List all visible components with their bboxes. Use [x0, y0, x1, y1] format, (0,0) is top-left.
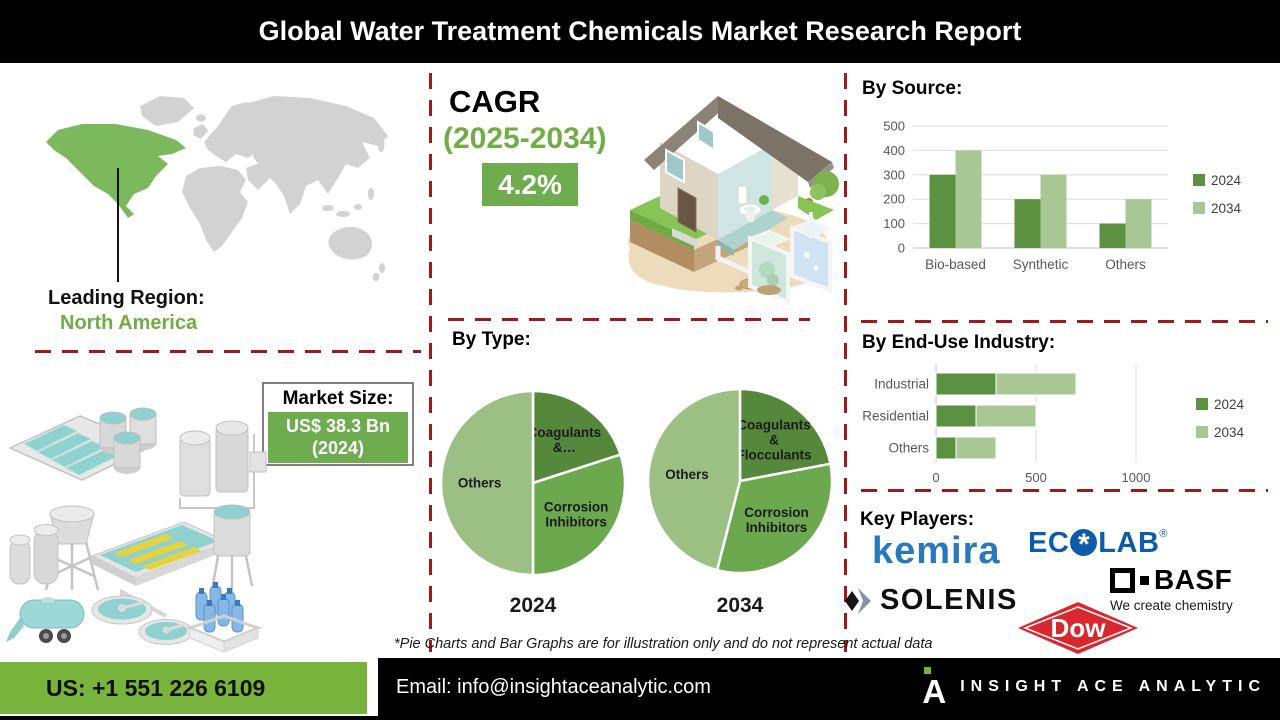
svg-text:Residential: Residential [863, 409, 929, 424]
north-america-region [46, 124, 186, 218]
footnote: *Pie Charts and Bar Graphs are for illus… [394, 636, 933, 652]
divider-left-horizontal [35, 350, 421, 353]
svg-text:Industrial: Industrial [874, 377, 929, 392]
market-size-value-box: US$ 38.3 Bn (2024) [268, 412, 408, 463]
divider-vertical-left [429, 73, 432, 652]
dow-wordmark: Dow [1051, 613, 1107, 643]
pie-year-2034: 2034 [716, 594, 764, 617]
world-map [46, 96, 388, 282]
basf-logo: BASF We create chemistry [1110, 566, 1233, 613]
basf-wordmark: BASF [1154, 564, 1233, 595]
basf-square-solid-icon [1140, 575, 1149, 585]
report-title: Global Water Treatment Chemicals Market … [258, 16, 1022, 46]
footer-bar: Email: info@insightaceanalytic.com A INS… [378, 658, 1280, 720]
svg-text:2024: 2024 [1214, 397, 1245, 412]
svg-text:2024: 2024 [1211, 173, 1242, 188]
house-water-system-illustration [628, 96, 839, 306]
svg-text:Coagulants&…: Coagulants &… [528, 425, 602, 455]
solenis-logo: SOLENIS [845, 586, 1018, 615]
svg-text:500: 500 [883, 119, 905, 134]
cagr-label: CAGR [449, 84, 541, 119]
leading-region-label: Leading Region: [48, 287, 205, 309]
ecolab-logo: EC * LAB® [1028, 527, 1168, 560]
market-size-label: Market Size: [282, 388, 394, 409]
header-bar: Global Water Treatment Chemicals Market … [0, 0, 1280, 63]
svg-text:Coagulants&Flocculants: Coagulants & Flocculants [737, 417, 812, 462]
svg-text:Bio-based: Bio-based [925, 257, 986, 272]
svg-text:1000: 1000 [1122, 470, 1151, 485]
svg-text:0: 0 [898, 241, 905, 256]
divider-right-bottom [861, 489, 1268, 492]
dow-diamond-icon: Dow [1018, 602, 1138, 654]
brand-initial: A [922, 672, 947, 710]
divider-middle-horizontal [448, 318, 810, 321]
svg-text:Others: Others [458, 476, 502, 491]
pie-chart-2034: Coagulants & Flocculants Corrosion Inhibitor… [646, 387, 834, 575]
pie-chart-2024: Coagulants &… Corrosion Inhibitors Others [439, 389, 627, 577]
footer-bottom-line [0, 716, 1280, 720]
footer-phone-box: US: +1 551 226 6109 [0, 662, 367, 714]
svg-text:2034: 2034 [1211, 201, 1242, 216]
svg-text:200: 200 [883, 192, 905, 207]
footer-email: Email: info@insightaceanalytic.com [396, 676, 711, 698]
by-type-heading: By Type: [452, 329, 531, 350]
svg-text:300: 300 [883, 167, 905, 182]
svg-text:0: 0 [932, 470, 939, 485]
svg-text:2034: 2034 [1214, 425, 1245, 440]
cagr-period: (2025-2034) [443, 122, 607, 155]
pie-year-2024: 2024 [509, 594, 557, 617]
basf-square-outline-icon [1110, 567, 1135, 593]
footer-phone: US: +1 551 226 6109 [46, 675, 266, 701]
market-size-amount: US$ 38.3 Bn [285, 416, 391, 436]
svg-text:100: 100 [883, 216, 905, 231]
divider-vertical-right [844, 73, 847, 652]
ecolab-wordmark-suffix: LAB [1098, 527, 1160, 559]
svg-text:Others: Others [888, 441, 929, 456]
svg-text:400: 400 [883, 143, 905, 158]
by-end-use-heading: By End-Use Industry: [862, 332, 1056, 353]
leading-region-value: North America [60, 312, 198, 334]
solenis-wordmark: SOLENIS [880, 584, 1018, 616]
kemira-wordmark: kemira [872, 530, 1001, 572]
basf-tagline: We create chemistry [1110, 598, 1233, 613]
solenis-diamond-icon [845, 587, 871, 614]
brand-green-dot [924, 666, 932, 674]
ecolab-wordmark-prefix: EC [1028, 527, 1070, 559]
ecolab-globe-icon: * [1070, 529, 1098, 560]
brand-logo: A INSIGHT ACE ANALYTIC [922, 658, 1266, 716]
ecolab-registered-mark: ® [1159, 528, 1168, 540]
dow-logo: Dow [1016, 601, 1140, 660]
cagr-value: 4.2% [498, 169, 562, 200]
brand-a-icon: A [922, 666, 947, 710]
water-treatment-equipment-illustration [6, 407, 267, 652]
key-players-heading: Key Players: [860, 509, 975, 530]
svg-text:Others: Others [665, 467, 709, 482]
by-source-bar-chart: 0 100 200 300 400 500 Bio-based Synthetic Others… [883, 119, 1242, 273]
svg-text:Others: Others [1105, 257, 1146, 272]
svg-text:500: 500 [1025, 470, 1047, 485]
kemira-logo: kemira [872, 532, 1001, 570]
divider-right-top [861, 320, 1268, 323]
brand-name: INSIGHT ACE ANALYTIC [960, 678, 1266, 695]
cagr-value-box: 4.2% [482, 163, 578, 206]
market-size-year: (2024) [311, 438, 365, 458]
by-end-use-bar-chart: 0 500 1000 Industrial Residential Others 2024 2… [863, 364, 1245, 485]
svg-text:Synthetic: Synthetic [1013, 257, 1069, 272]
market-size-card: Market Size: US$ 38.3 Bn (2024) [262, 382, 414, 466]
by-source-heading: By Source: [862, 78, 963, 99]
